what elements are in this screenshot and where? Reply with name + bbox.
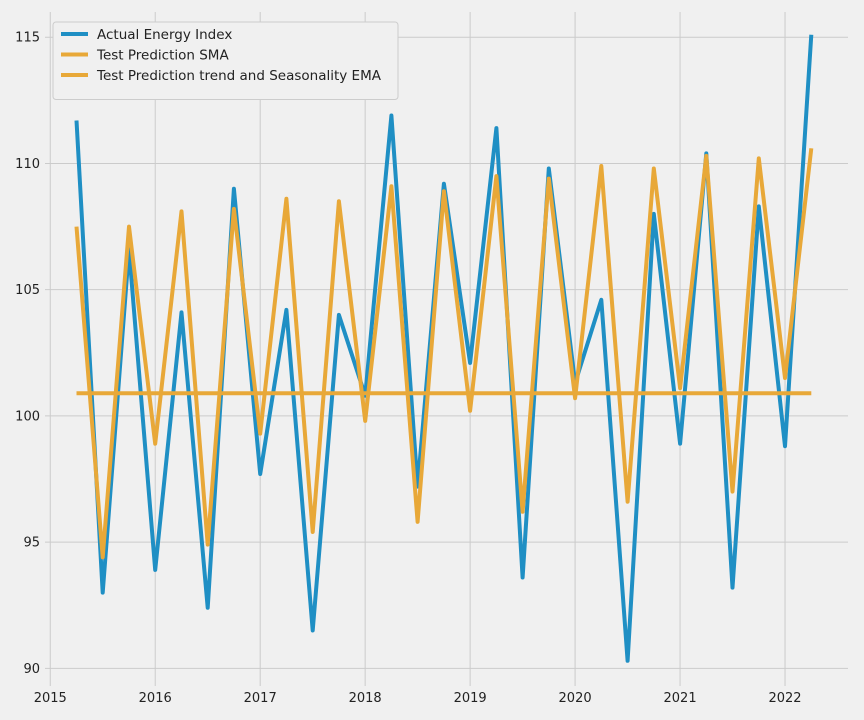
x-tick-label: 2021 [664, 691, 697, 706]
y-tick-label: 115 [15, 31, 40, 46]
y-tick-label: 100 [15, 409, 40, 424]
legend-label: Actual Energy Index [97, 27, 232, 43]
legend: Actual Energy Index Test Prediction SMA Te… [52, 21, 399, 100]
series-line-3 [74, 148, 814, 560]
legend-box [52, 21, 399, 100]
x-grid [49, 12, 786, 686]
legend-label: Test Prediction SMA [96, 48, 229, 64]
y-tick-label: 105 [15, 283, 40, 298]
x-tick-label: 2015 [34, 691, 67, 706]
y-axis-ticks: 90 95 100 105 110 115 [15, 31, 40, 677]
x-tick-label: 2018 [349, 691, 382, 706]
series-line-1 [74, 34, 814, 663]
x-tick-label: 2016 [139, 691, 172, 706]
y-tick-label: 95 [23, 536, 40, 551]
x-tick-label: 2022 [768, 691, 801, 706]
y-tick-label: 110 [15, 157, 40, 172]
x-tick-label: 2017 [244, 691, 277, 706]
x-tick-label: 2020 [559, 691, 592, 706]
x-axis-ticks: 2015 2016 2017 2018 2019 2020 2021 2022 [34, 691, 802, 706]
y-tick-label: 90 [23, 662, 40, 677]
x-tick-label: 2019 [454, 691, 487, 706]
legend-label: Test Prediction trend and Seasonality EM… [96, 68, 382, 84]
series-layer [74, 34, 814, 663]
